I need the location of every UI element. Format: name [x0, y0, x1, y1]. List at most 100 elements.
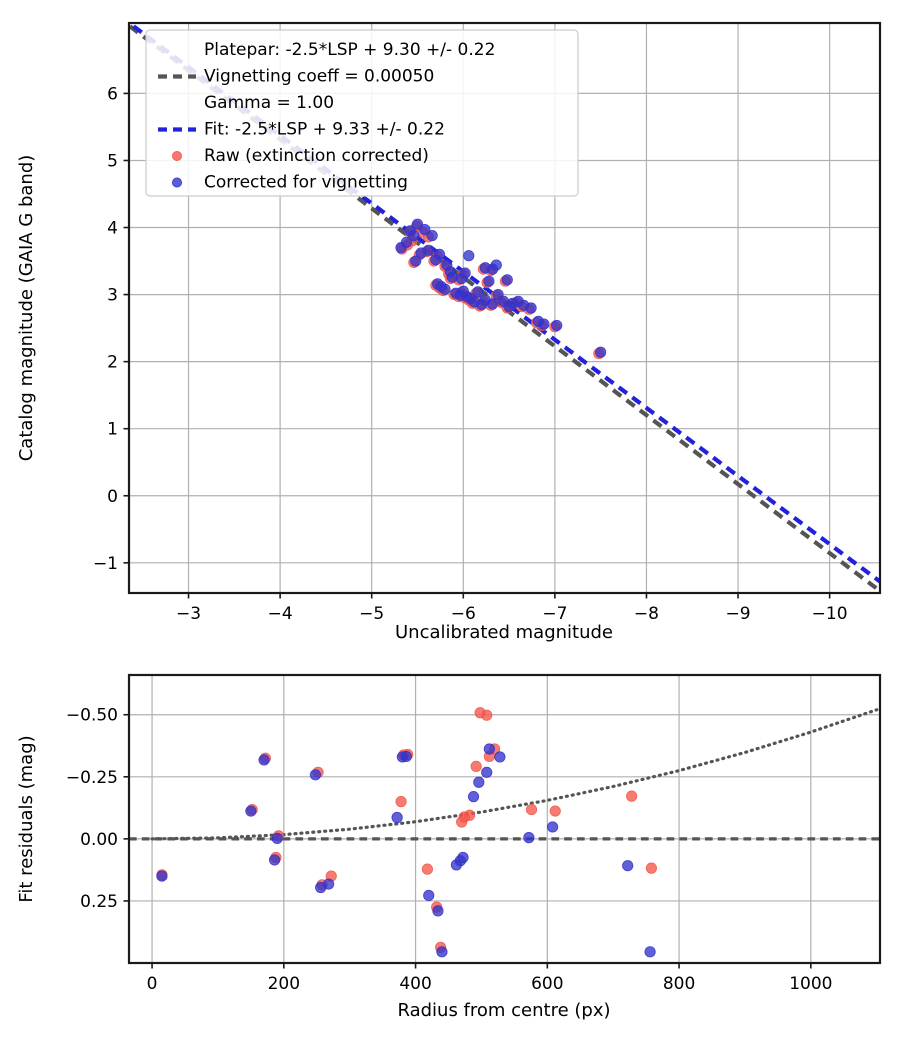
legend-background	[145, 29, 579, 197]
x-tick-label: 200	[268, 974, 300, 994]
legend-entry-label: Fit: -2.5*LSP + 9.33 +/- 0.22	[204, 120, 445, 140]
scatter-point	[538, 318, 550, 330]
scatter-point	[645, 862, 658, 874]
x-tick-label: −5	[359, 604, 384, 624]
scatter-point	[271, 832, 283, 844]
scatter-points-top	[395, 218, 607, 360]
axes-spines-top	[127, 21, 882, 595]
y-tick-label: 4	[107, 219, 118, 239]
scatter-point	[391, 811, 403, 824]
legend-top: Platepar: -2.5*LSP + 9.30 +/- 0.22 Vignet…	[145, 29, 579, 197]
tick-marks-top	[123, 92, 831, 599]
x-tick-label: 0	[147, 974, 158, 994]
scatter-point	[549, 805, 561, 817]
scatter-point	[411, 218, 424, 230]
x-tick-label: −7	[542, 604, 567, 624]
tick-labels-bottom: 0 200 400 600 800 1000 0.25 0.00 −0.25 −0.50	[66, 706, 833, 994]
scatter-point	[423, 889, 435, 902]
legend-entry-label: Raw (extinction corrected)	[204, 146, 429, 166]
y-axis-label-top: Catalog magnitude (GAIA G band)	[16, 155, 37, 462]
scatter-point	[422, 244, 435, 256]
scatter-point	[258, 754, 270, 766]
y-tick-label: 3	[107, 286, 118, 306]
scatter-point	[455, 272, 468, 285]
scatter-point	[472, 286, 484, 298]
scatter-point	[400, 750, 412, 763]
fit-residuals-axes: 0 200 400 600 800 1000 0.25 0.00 −0.25 −0.50 Radi…	[16, 673, 882, 1021]
y-tick-label: −0.25	[66, 768, 118, 788]
x-tick-label: −6	[451, 604, 476, 624]
legend-handles	[158, 74, 196, 188]
scatter-point	[473, 776, 485, 788]
scatter-point	[523, 832, 535, 844]
legend-marker-handle	[171, 150, 182, 161]
scatter-point	[481, 709, 493, 721]
scatter-point	[457, 851, 469, 864]
y-tick-label: 0.25	[80, 892, 118, 912]
scatter-point	[268, 854, 281, 866]
scatter-point	[421, 863, 434, 875]
scatter-point	[486, 298, 499, 310]
scatter-point	[439, 283, 451, 295]
legend-entry-label: Corrected for vignetting	[204, 173, 408, 193]
scatter-point	[546, 821, 559, 833]
scatter-point	[395, 796, 407, 808]
tick-marks-bottom	[123, 713, 812, 969]
scatter-points-bottom	[156, 707, 658, 958]
y-axis-label-bottom: Fit residuals (mag)	[16, 735, 37, 902]
scatter-point	[622, 860, 634, 872]
scatter-point	[323, 878, 335, 890]
y-tick-label: −1	[93, 554, 118, 574]
axes-frame	[127, 673, 882, 965]
y-tick-label: 0.00	[80, 830, 118, 850]
x-axis-label-bottom: Radius from centre (px)	[397, 1000, 610, 1021]
scatter-point	[503, 301, 515, 313]
scatter-point	[463, 809, 476, 821]
scatter-point	[463, 250, 475, 262]
legend-labels: Platepar: -2.5*LSP + 9.30 +/- 0.22 Vignet…	[204, 40, 495, 193]
scatter-point	[432, 905, 444, 917]
scatter-point	[426, 229, 438, 242]
scatter-point	[494, 751, 506, 763]
x-tick-label: 1000	[789, 974, 832, 994]
x-tick-label: −9	[726, 604, 751, 624]
axes-frame	[127, 21, 882, 595]
scatter-point	[446, 271, 458, 283]
legend-entry-label: Platepar: -2.5*LSP + 9.30 +/- 0.22	[204, 40, 495, 60]
scatter-point	[470, 760, 482, 772]
x-tick-label: 600	[531, 974, 563, 994]
x-tick-label: −8	[634, 604, 659, 624]
scatter-point	[245, 805, 257, 817]
scatter-point	[410, 255, 422, 267]
legend-marker-handle	[171, 177, 182, 188]
scatter-point	[626, 790, 638, 802]
scatter-point	[525, 302, 537, 314]
scatter-point	[156, 870, 168, 882]
x-tick-label: −10	[812, 604, 848, 624]
scatter-point	[483, 275, 495, 287]
y-tick-label: 1	[107, 420, 118, 440]
scatter-point	[483, 743, 495, 755]
scatter-point	[309, 769, 322, 781]
scatter-point	[436, 946, 448, 958]
x-tick-label: 400	[399, 974, 431, 994]
scatter-point	[551, 319, 563, 332]
scatter-point	[433, 248, 446, 260]
y-tick-label: 6	[107, 84, 118, 104]
scatter-point	[501, 274, 513, 286]
scatter-point	[525, 803, 538, 816]
scatter-point	[395, 242, 407, 254]
y-tick-label: 5	[107, 151, 118, 171]
x-tick-label: 800	[663, 974, 695, 994]
x-axis-label-top: Uncalibrated magnitude	[395, 622, 613, 643]
scatter-point	[467, 791, 480, 803]
x-tick-label: −3	[176, 604, 201, 624]
scatter-point	[408, 229, 420, 242]
scatter-point	[481, 766, 493, 778]
y-tick-label: 0	[107, 487, 118, 507]
legend-entry-label: Vignetting coeff = 0.00050	[204, 67, 434, 87]
